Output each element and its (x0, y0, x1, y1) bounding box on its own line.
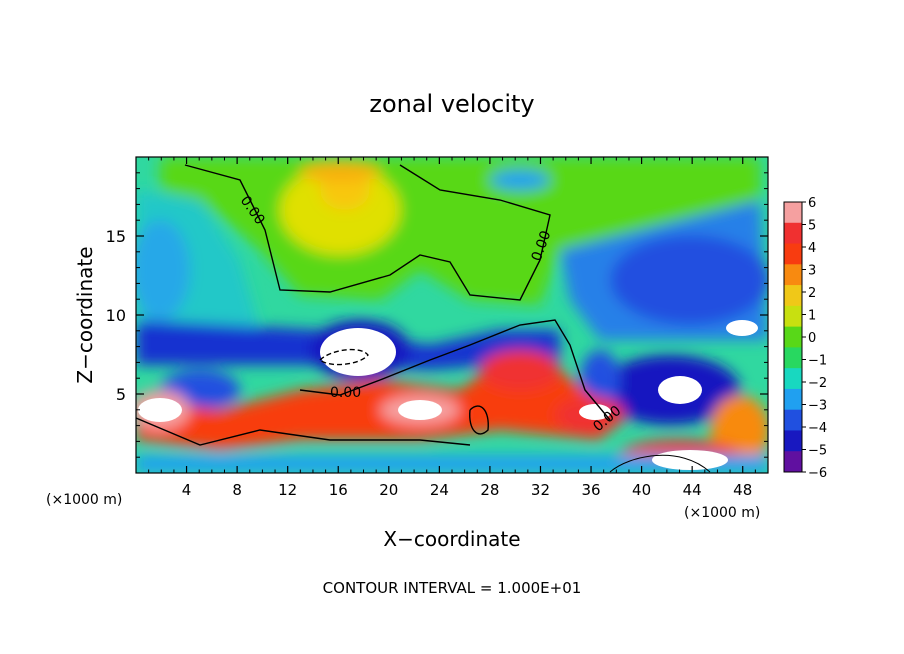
y-tick-label: 5 (116, 385, 126, 404)
plot-area (136, 157, 768, 473)
x-tick-label: 44 (683, 481, 702, 499)
y-tick-label: 15 (106, 227, 126, 246)
colorbar-swatch (784, 409, 802, 431)
x-unit-right: (×1000 m) (684, 505, 760, 521)
colorbar-label: −5 (808, 444, 827, 459)
contour-lines (136, 164, 711, 473)
x-tick-label: 16 (329, 481, 348, 499)
colorbar-swatch (784, 305, 802, 328)
contour-label: 0.00 (330, 385, 361, 401)
colorbar-label: −4 (808, 421, 827, 436)
colorbar-label: 3 (808, 264, 816, 279)
colorbar-label: −3 (808, 399, 827, 414)
x-tick-label: 20 (379, 481, 398, 499)
colorbar-label: −1 (808, 354, 827, 369)
x-tick-label: 32 (531, 481, 550, 499)
colorbar-swatch (784, 326, 802, 348)
colorbar-label: 6 (808, 196, 816, 211)
x-tick-label: 4 (182, 481, 192, 499)
chart-title: zonal velocity (369, 90, 534, 118)
x-axis: 4 8 12 16 20 24 28 32 36 40 44 48 (148, 157, 756, 499)
y-tick-label: 10 (106, 306, 126, 325)
x-tick-label: 40 (632, 481, 651, 499)
x-tick-label: 28 (480, 481, 499, 499)
colorbar-swatch (784, 243, 802, 265)
colorbar-label: −2 (808, 376, 827, 391)
y-axis: 5 10 15 (106, 172, 768, 458)
x-unit-left: (×1000 m) (46, 492, 122, 508)
colorbar-label: 1 (808, 309, 816, 324)
y-axis-label: Z−coordinate (73, 246, 97, 383)
colorbar-swatch (784, 451, 802, 473)
colorbar-swatch (784, 347, 802, 369)
colorbar: 6 5 4 3 2 1 0 −1 −2 −3 −4 −5 −6 (783, 196, 827, 481)
colorbar-swatch (784, 430, 802, 452)
colorbar-swatch (784, 388, 802, 411)
x-tick-label: 48 (733, 481, 752, 499)
colorbar-label: 5 (808, 219, 816, 234)
colorbar-label: 4 (808, 241, 816, 256)
colorbar-swatch (784, 285, 802, 307)
colorbar-label: −6 (808, 466, 827, 481)
colorbar-label: 2 (808, 286, 816, 301)
colorbar-swatch (784, 264, 802, 286)
x-tick-label: 36 (581, 481, 600, 499)
x-axis-label: X−coordinate (383, 527, 520, 551)
x-tick-label: 12 (278, 481, 297, 499)
x-tick-label: 8 (232, 481, 242, 499)
contour-interval-note: CONTOUR INTERVAL = 1.000E+01 (323, 579, 582, 597)
colorbar-swatch (784, 368, 802, 390)
colorbar-swatch (784, 222, 802, 245)
x-tick-label: 24 (430, 481, 449, 499)
colorbar-swatch (784, 202, 802, 224)
colorbar-label: 0 (808, 331, 816, 346)
